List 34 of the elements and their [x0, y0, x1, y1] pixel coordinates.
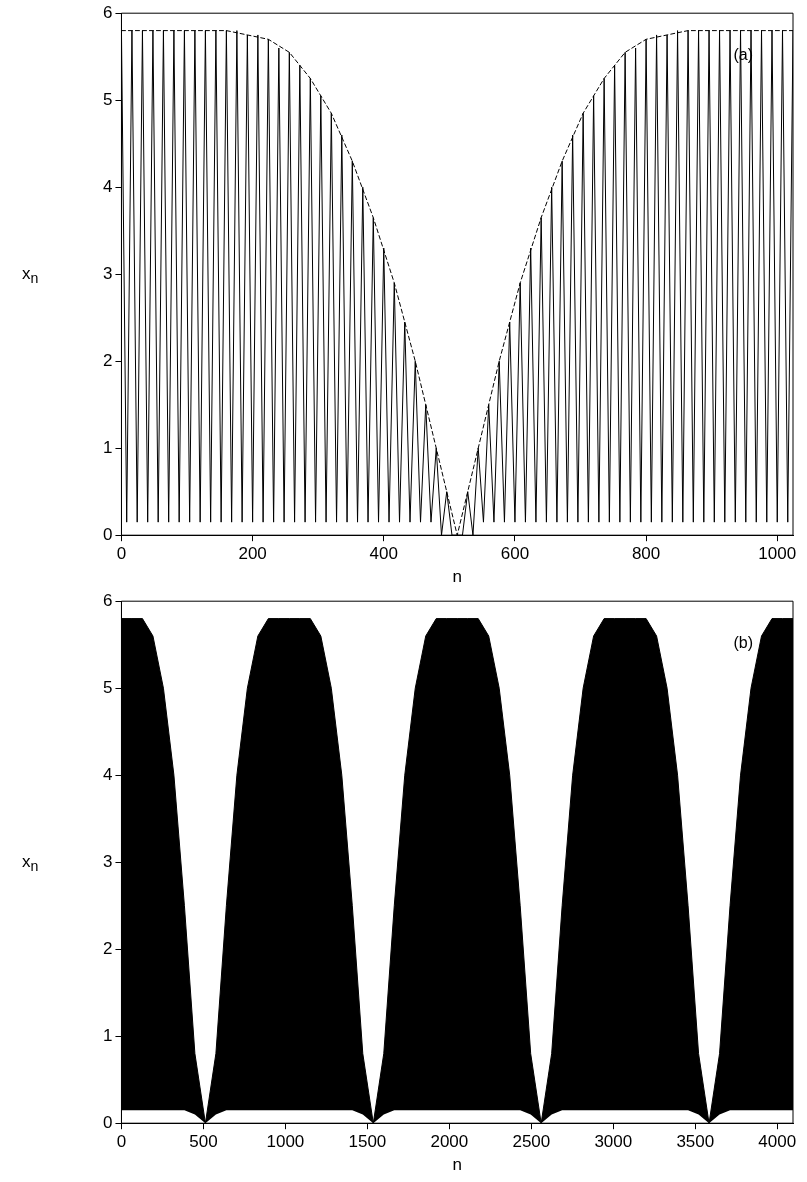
x-tick-label: 200	[238, 544, 267, 564]
x-tick-label: 3500	[676, 1132, 715, 1152]
y-tick-label: 5	[102, 677, 113, 697]
x-tick-label: 500	[189, 1132, 218, 1152]
x-tick-label: 0	[116, 544, 127, 564]
y-tick-label: 4	[102, 176, 113, 196]
x-tick-label: 400	[369, 544, 398, 564]
x-tick-label: 4000	[758, 1132, 797, 1152]
y-tick-label: 2	[102, 938, 113, 958]
x-tick-label: 1000	[266, 1132, 305, 1152]
y-axis-title: x$_{n}$	[22, 852, 39, 875]
y-tick-label: 3	[102, 263, 113, 283]
x-tick-label: 1000	[758, 544, 797, 564]
x-axis-title: n	[452, 1155, 462, 1175]
x-tick-label: 0	[116, 1132, 127, 1152]
y-tick-label: 4	[102, 764, 113, 784]
y-tick-label: 6	[102, 2, 113, 22]
annotation: (b)	[733, 633, 753, 651]
y-tick-label: 0	[102, 1112, 113, 1132]
y-tick-label: 6	[102, 590, 113, 610]
y-tick-label: 5	[102, 89, 113, 109]
x-tick-label: 2000	[430, 1132, 469, 1152]
x-tick-label: 2500	[512, 1132, 551, 1152]
x-tick-label: 800	[631, 544, 661, 564]
y-tick-label: 3	[102, 851, 113, 871]
x-tick-label: 1500	[348, 1132, 387, 1152]
y-tick-label: 0	[102, 524, 113, 544]
y-axis-title: x$_{n}$	[22, 264, 39, 287]
y-tick-label: 1	[102, 437, 113, 457]
y-tick-label: 1	[102, 1025, 113, 1045]
y-tick-label: 2	[102, 350, 113, 370]
x-tick-label: 3000	[594, 1132, 633, 1152]
x-tick-label: 600	[500, 544, 530, 564]
x-axis-title: n	[452, 567, 462, 587]
